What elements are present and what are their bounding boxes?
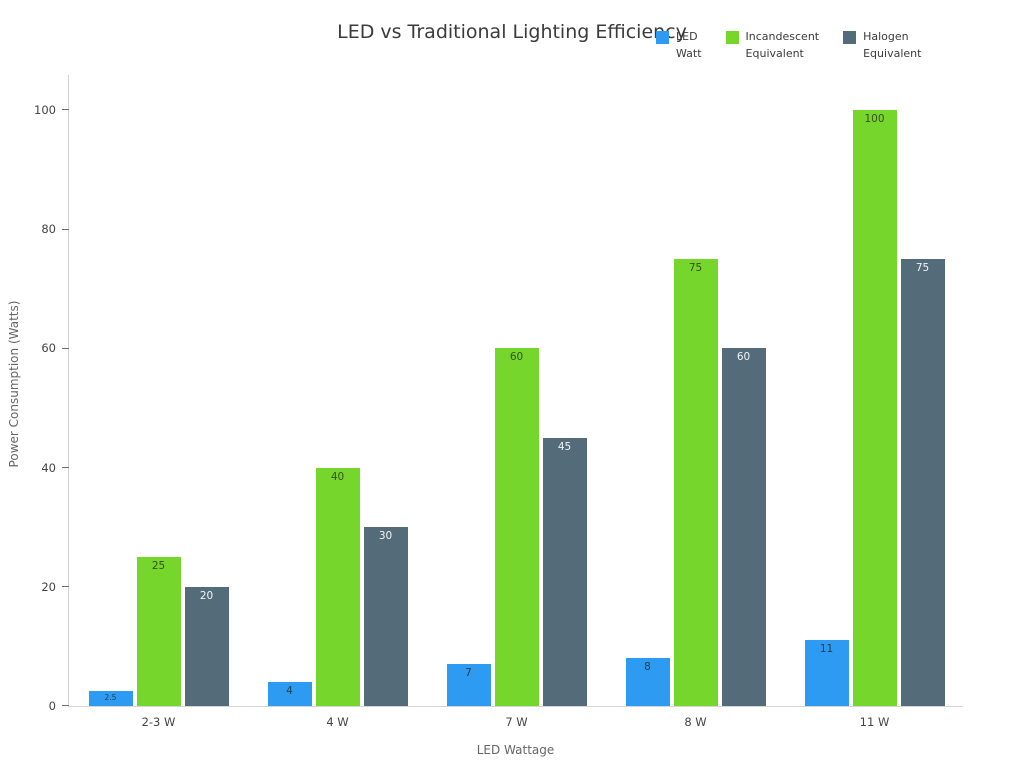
y-tick-label: 20 — [41, 579, 56, 594]
bar-group: 2.5 25 20 — [69, 75, 248, 706]
bar: 8 — [625, 658, 670, 706]
x-tick-label: 11 W — [859, 715, 890, 729]
bar: 75 — [900, 258, 945, 706]
chart-title: LED vs Traditional Lighting Efficiency — [337, 21, 687, 43]
bar: 30 — [363, 527, 408, 706]
bar: 45 — [542, 437, 587, 706]
y-tick-mark — [62, 705, 69, 706]
bar: 60 — [494, 348, 539, 706]
legend-swatch-icon — [656, 31, 669, 44]
bar-value-label: 75 — [688, 261, 703, 274]
bar-value-label: 40 — [330, 470, 345, 483]
bar-value-label: 4 — [286, 685, 293, 698]
bar: 4 — [267, 682, 312, 706]
legend-item: Incandescent Equivalent — [725, 29, 820, 62]
bar-group: 8 75 60 — [606, 75, 785, 706]
y-tick-mark — [62, 228, 69, 230]
bar-value-label: 8 — [644, 661, 651, 674]
bar: 20 — [184, 586, 229, 706]
bar-group: 11 100 75 — [785, 75, 964, 706]
y-tick-mark — [62, 586, 69, 588]
bar-group: 4 40 30 — [248, 75, 427, 706]
y-tick-label: 40 — [41, 460, 56, 475]
bar: 7 — [446, 664, 491, 706]
legend-item: Halogen Equivalent — [843, 29, 921, 62]
x-tick-label: 4 W — [326, 715, 349, 729]
plot-area: 0 20 40 60 80 100 2.5 25 20 2-3 W 4 40 30 4 W 7 60 45 7 W… — [34, 75, 964, 729]
bar: 40 — [315, 467, 360, 706]
x-tick-label: 8 W — [684, 715, 707, 729]
bar-value-label: 20 — [199, 589, 214, 602]
legend: LED Watt Incandescent Equivalent Halogen Equi… — [656, 29, 921, 62]
bar-value-label: 100 — [864, 112, 885, 125]
bar: 25 — [136, 556, 181, 706]
x-axis-title: LED Wattage — [476, 743, 555, 757]
bar-value-label: 7 — [465, 667, 472, 680]
bar: 100 — [852, 109, 897, 706]
y-tick-mark — [62, 347, 69, 349]
bar-value-label: 30 — [378, 530, 393, 543]
bar-value-label: 60 — [736, 351, 751, 364]
bar: 60 — [721, 348, 766, 706]
y-tick-mark — [62, 467, 69, 469]
bar-value-label: 2.5 — [104, 693, 117, 703]
bar: 2.5 — [88, 691, 133, 706]
x-tick-label: 2-3 W — [141, 715, 176, 729]
y-tick-label: 0 — [48, 699, 56, 713]
bar-value-label: 11 — [819, 643, 834, 656]
y-tick-label: 60 — [41, 341, 56, 356]
bar-value-label: 75 — [915, 261, 930, 274]
y-axis-title: Power Consumption (Watts) — [7, 300, 21, 468]
y-tick-mark — [62, 109, 69, 111]
legend-swatch-icon — [843, 31, 857, 44]
bar: 11 — [804, 640, 849, 706]
bar: 75 — [673, 258, 718, 706]
bar-value-label: 45 — [557, 440, 572, 453]
legend-label: LED Watt — [676, 30, 702, 60]
y-tick-label: 100 — [34, 102, 56, 117]
legend-item: LED Watt — [656, 29, 702, 62]
legend-label: Incandescent Equivalent — [745, 30, 820, 60]
y-tick-label: 80 — [41, 222, 56, 237]
legend-swatch-icon — [725, 31, 739, 44]
bar-value-label: 60 — [509, 351, 524, 364]
bar-value-label: 25 — [151, 559, 166, 572]
bar-group: 7 60 45 — [427, 75, 606, 706]
x-tick-label: 7 W — [505, 715, 528, 729]
legend-label: Halogen Equivalent — [863, 30, 922, 60]
